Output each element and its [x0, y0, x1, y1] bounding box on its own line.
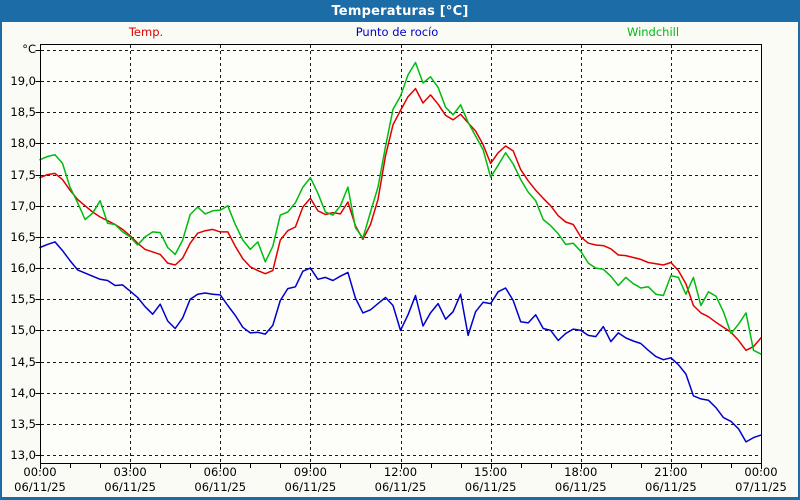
y-tick-label: 18,0	[10, 136, 36, 151]
y-tick-label: 13,5	[10, 416, 36, 431]
y-tick-label: 16,0	[10, 261, 36, 276]
window-title: Temperaturas [°C]	[331, 3, 469, 19]
x-tick-date-label: 06/11/25	[374, 480, 427, 494]
x-tick-time-label: 00:00	[744, 465, 778, 479]
title-bar: Temperaturas [°C]	[0, 0, 800, 22]
x-tick-date-label: 06/11/25	[194, 480, 247, 494]
y-tick-label: 15,5	[10, 292, 36, 307]
x-tick-time-label: 15:00	[474, 465, 508, 479]
y-tick-label: 17,5	[10, 167, 36, 182]
y-tick-label: 17,0	[10, 198, 36, 213]
plot-border	[40, 44, 762, 464]
series-line-temp	[39, 87, 762, 352]
x-tick-date-label: 06/11/25	[645, 480, 697, 494]
x-tick-date-label: 06/11/25	[104, 480, 156, 494]
x-tick-date-label: 06/11/25	[464, 480, 517, 494]
legend-item-windchill: Windchill	[626, 25, 680, 39]
legend-item-dew-point: Punto de rocío	[355, 25, 439, 39]
x-tick-time-label: 00:00	[23, 465, 57, 479]
x-tick-time-label: 21:00	[654, 465, 688, 479]
x-tick-time-label: 18:00	[564, 465, 598, 479]
x-tick-time-label: 12:00	[383, 465, 418, 479]
y-tick-label: 19,0	[10, 74, 36, 89]
y-axis-unit-label: °C	[22, 42, 36, 56]
x-tick-date-label: 06/11/25	[284, 480, 337, 494]
y-tick-label: 16,5	[10, 229, 36, 244]
x-tick-time-label: 09:00	[293, 465, 327, 479]
x-tick-date-label: 06/11/25	[554, 480, 607, 494]
y-tick-label: 18,5	[10, 105, 36, 120]
y-tick-label: 14,0	[10, 385, 36, 400]
x-tick-date-label: 07/11/25	[735, 480, 787, 494]
y-tick-label: 15,0	[10, 323, 36, 338]
x-tick-time-label: 03:00	[113, 465, 147, 479]
y-tick-label: 13,0	[10, 448, 36, 462]
series-line-windchill	[39, 61, 762, 355]
x-tick-time-label: 06:00	[203, 465, 237, 479]
y-tick-label: 14,5	[10, 354, 36, 369]
legend-item-temp: Temp.	[128, 25, 164, 39]
series-line-dew-point	[39, 241, 762, 443]
x-tick-date-label: 06/11/25	[14, 480, 66, 494]
